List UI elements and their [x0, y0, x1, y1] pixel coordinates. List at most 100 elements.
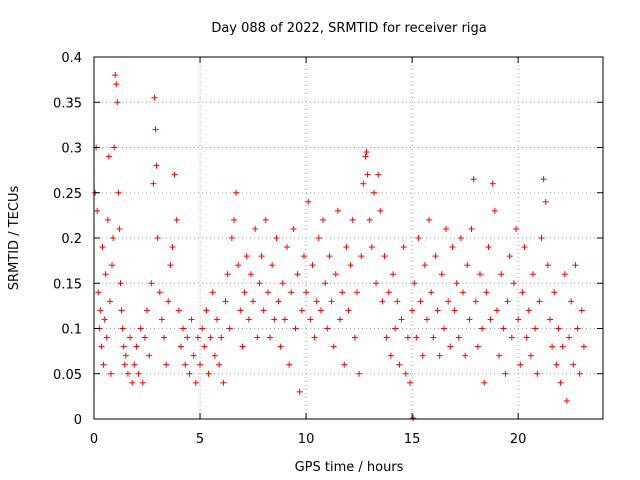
data-point	[207, 334, 214, 341]
data-point	[182, 361, 189, 368]
data-point	[139, 379, 146, 386]
data-point	[462, 352, 469, 359]
data-point	[106, 298, 113, 305]
data-point	[532, 325, 539, 332]
data-point	[360, 180, 367, 187]
data-point	[502, 370, 509, 377]
data-point	[345, 307, 352, 314]
data-point	[203, 307, 210, 314]
data-point	[267, 334, 274, 341]
data-point	[487, 316, 494, 323]
data-point	[171, 171, 178, 178]
data-point	[440, 325, 447, 332]
data-point	[233, 189, 240, 196]
data-point	[252, 225, 259, 232]
y-axis-label: SRMTID / TECUs	[7, 186, 22, 291]
data-point	[580, 343, 587, 350]
data-point	[498, 271, 505, 278]
data-point	[472, 298, 479, 305]
data-point	[411, 280, 418, 287]
data-point	[460, 289, 467, 296]
data-point	[330, 343, 337, 350]
data-point	[158, 316, 165, 323]
data-point	[347, 262, 354, 269]
data-point	[209, 289, 216, 296]
y-tick-label: 0.15	[53, 277, 82, 292]
data-point	[445, 298, 452, 305]
data-point	[199, 325, 206, 332]
data-point	[286, 361, 293, 368]
data-point	[105, 153, 112, 160]
data-point	[434, 307, 441, 314]
data-point	[400, 244, 407, 251]
data-point	[290, 225, 297, 232]
data-point	[373, 280, 380, 287]
data-point	[438, 271, 445, 278]
data-point	[476, 271, 483, 278]
data-point	[127, 334, 134, 341]
x-tick-label: 0	[90, 432, 98, 447]
data-point	[201, 343, 208, 350]
data-point	[99, 244, 106, 251]
data-point	[177, 343, 184, 350]
data-point	[485, 244, 492, 251]
data-point	[339, 289, 346, 296]
data-point	[245, 316, 252, 323]
data-point	[205, 370, 212, 377]
data-point	[443, 225, 450, 232]
data-point	[390, 271, 397, 278]
data-point	[190, 352, 197, 359]
data-point	[121, 361, 128, 368]
data-point	[109, 262, 116, 269]
data-point	[303, 289, 310, 296]
data-point	[525, 307, 532, 314]
data-point	[426, 216, 433, 223]
data-point	[107, 370, 114, 377]
data-point	[370, 189, 377, 196]
data-point	[343, 244, 350, 251]
data-point	[557, 379, 564, 386]
data-point	[104, 216, 111, 223]
data-point	[428, 289, 435, 296]
data-point	[447, 343, 454, 350]
data-point	[110, 235, 117, 241]
y-tick-label: 0.1	[61, 323, 82, 338]
data-point	[163, 361, 170, 368]
data-point	[496, 352, 503, 359]
data-point	[243, 253, 250, 260]
data-point	[510, 280, 517, 287]
data-point	[536, 298, 543, 305]
data-point	[154, 235, 161, 241]
data-point	[264, 289, 271, 296]
data-point	[513, 225, 520, 232]
data-point	[283, 244, 290, 251]
data-point	[153, 162, 160, 169]
data-point	[578, 307, 585, 314]
data-point	[94, 207, 101, 214]
data-point	[103, 334, 110, 341]
data-point	[410, 415, 417, 422]
data-point	[271, 316, 278, 323]
data-point	[409, 307, 416, 314]
y-tick-label: 0.05	[53, 368, 82, 383]
data-point	[309, 262, 316, 269]
y-tick-label: 0.2	[61, 232, 82, 247]
data-point	[169, 244, 176, 251]
data-point	[281, 316, 288, 323]
data-point	[197, 361, 204, 368]
data-point	[363, 149, 370, 156]
data-point	[320, 216, 327, 223]
x-tick-label: 20	[510, 432, 527, 447]
data-point	[311, 334, 318, 341]
data-point	[358, 253, 365, 260]
data-point	[423, 316, 430, 323]
data-point	[356, 370, 363, 377]
data-point	[491, 207, 498, 214]
data-point	[413, 334, 420, 341]
data-point	[175, 307, 182, 314]
data-point	[256, 280, 263, 287]
grid	[94, 57, 603, 419]
data-point	[118, 307, 125, 314]
data-point	[396, 361, 403, 368]
y-tick-label: 0	[74, 413, 82, 428]
